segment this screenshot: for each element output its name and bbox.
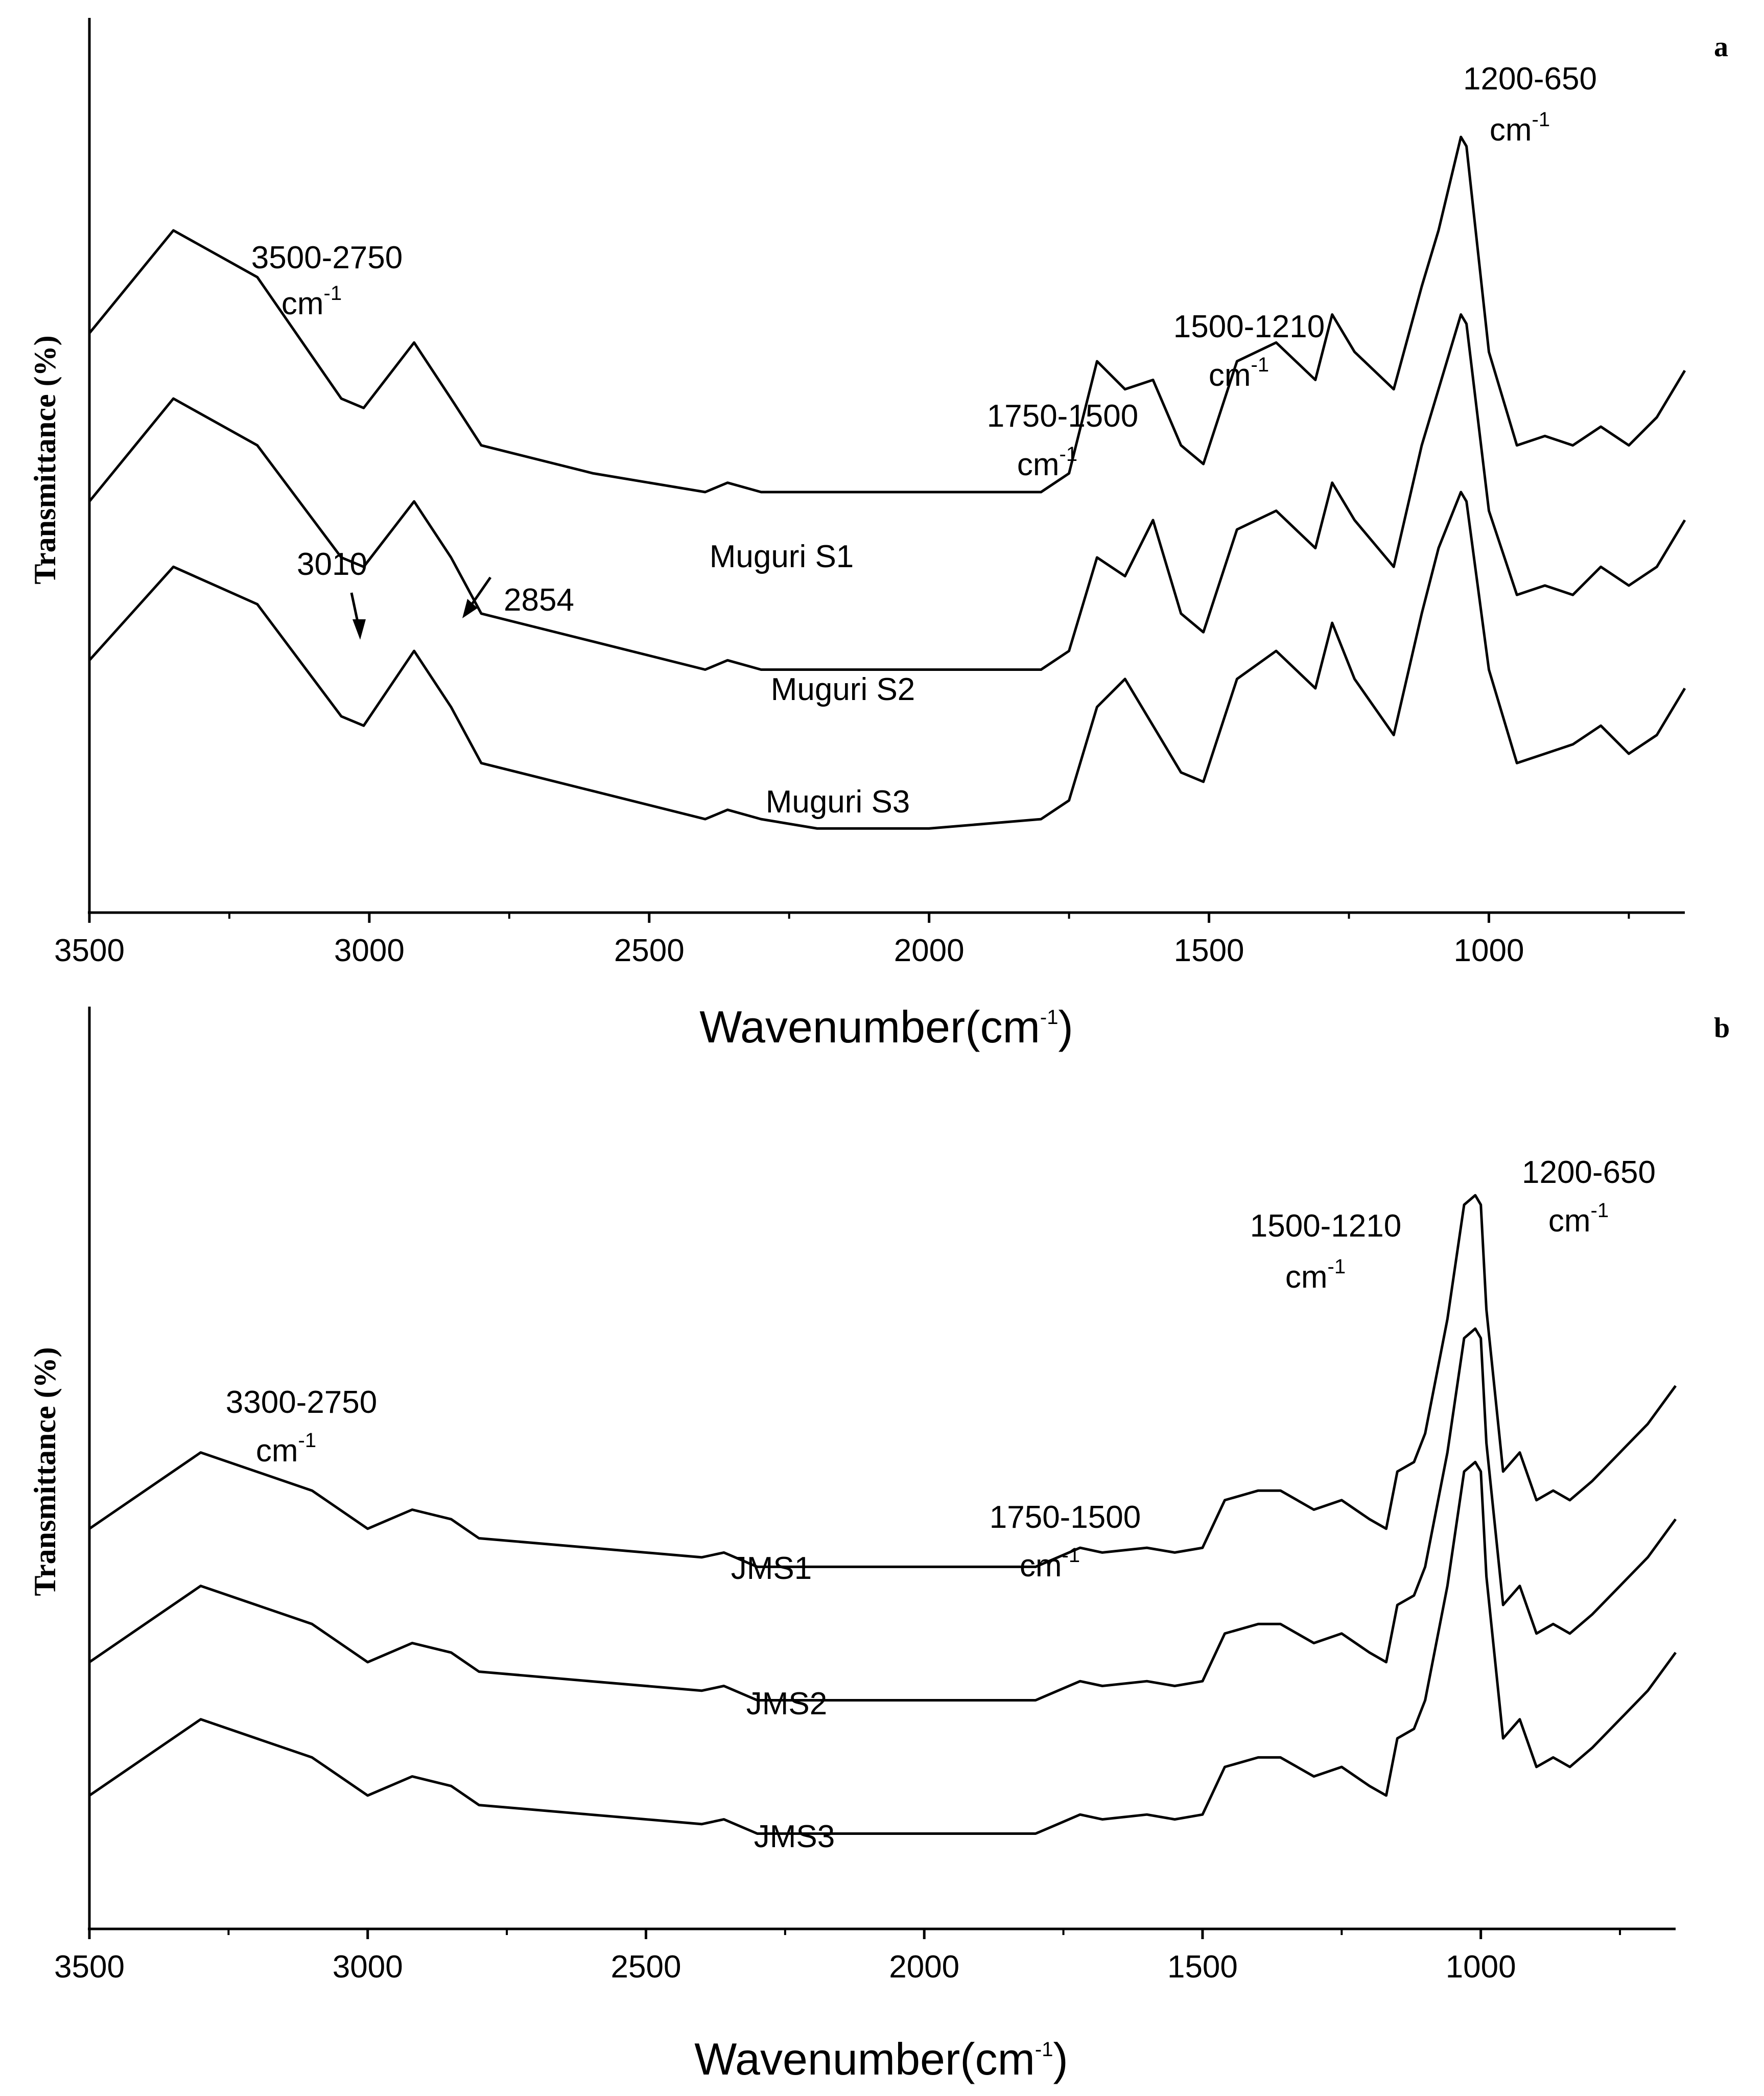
arrow-3010-head bbox=[352, 619, 366, 640]
svg-text:2854: 2854 bbox=[504, 583, 574, 618]
panel-b: 3500 3000 2500 2000 1500 1000 b Transmittance… bbox=[28, 1007, 1730, 2084]
annotation-range: 1500-1210 bbox=[1250, 1208, 1402, 1244]
panel-a-annotation-3010: 3010 bbox=[297, 547, 367, 640]
panel-b-ticks: 3500 3000 2500 2000 1500 1000 bbox=[54, 1929, 1621, 1985]
svg-text:cm-1: cm-1 bbox=[1017, 443, 1077, 482]
svg-text:cm-1: cm-1 bbox=[256, 1429, 316, 1469]
svg-text:cm-1: cm-1 bbox=[281, 282, 342, 321]
panel-b-annotation-1750-1500: 1750-1500 cm-1 bbox=[990, 1500, 1141, 1583]
series-line-jms3 bbox=[88, 1460, 1677, 1835]
x-tick-label: 3500 bbox=[54, 1949, 125, 1985]
svg-text:cm-1: cm-1 bbox=[1490, 108, 1550, 148]
x-tick-label: 3000 bbox=[333, 1949, 403, 1985]
panel-a: 3500 3000 2500 2000 1500 1000 a Transmittance… bbox=[28, 18, 1728, 1052]
annotation-range: 3300-2750 bbox=[226, 1385, 378, 1420]
x-tick-label: 3500 bbox=[54, 933, 125, 968]
x-tick-label: 1000 bbox=[1454, 933, 1524, 968]
panel-a-ticks: 3500 3000 2500 2000 1500 1000 bbox=[54, 913, 1630, 968]
panel-a-y-label: Transmittance (%) bbox=[28, 335, 62, 584]
series-line-muguri-s1 bbox=[88, 135, 1686, 494]
series-label-muguri-s1: Muguri S1 bbox=[710, 539, 854, 574]
svg-text:3010: 3010 bbox=[297, 547, 367, 582]
annotation-range: 1750-1500 bbox=[990, 1500, 1141, 1535]
svg-text:cm-1: cm-1 bbox=[1209, 354, 1269, 393]
panel-a-annotation-1200-650: 1200-650 cm-1 bbox=[1463, 61, 1597, 148]
annotation-range: 1500-1210 bbox=[1173, 309, 1325, 344]
panel-a-series-group bbox=[88, 135, 1686, 830]
series-label-jms2: JMS2 bbox=[746, 1686, 827, 1721]
panel-b-series-group bbox=[88, 1194, 1677, 1835]
series-line-jms1 bbox=[88, 1194, 1677, 1568]
panel-b-y-label: Transmittance (%) bbox=[28, 1347, 62, 1596]
panel-a-x-label: Wavenumber(cm-1) bbox=[699, 1002, 1073, 1052]
panel-a-letter: a bbox=[1714, 31, 1728, 63]
svg-text:cm-1: cm-1 bbox=[1285, 1255, 1346, 1295]
x-tick-label: 1500 bbox=[1167, 1949, 1238, 1985]
x-tick-label: 2500 bbox=[614, 933, 685, 968]
series-label-muguri-s2: Muguri S2 bbox=[771, 672, 915, 707]
arrow-2854-head bbox=[462, 599, 478, 618]
series-label-muguri-s3: Muguri S3 bbox=[766, 784, 910, 820]
x-tick-label: 2000 bbox=[889, 1949, 959, 1985]
panel-b-x-label: Wavenumber(cm-1) bbox=[694, 2034, 1068, 2084]
series-line-muguri-s2 bbox=[88, 313, 1686, 671]
series-label-jms1: JMS1 bbox=[731, 1551, 812, 1586]
panel-b-annotation-1500-1210: 1500-1210 cm-1 bbox=[1250, 1208, 1402, 1295]
annotation-range: 1200-650 bbox=[1463, 61, 1597, 97]
x-tick-label: 1000 bbox=[1446, 1949, 1516, 1985]
series-label-jms3: JMS3 bbox=[754, 1819, 835, 1854]
svg-text:cm-1: cm-1 bbox=[1020, 1544, 1080, 1583]
x-tick-label: 2000 bbox=[894, 933, 965, 968]
panel-a-annotation-3500-2750: 3500-2750 cm-1 bbox=[251, 240, 403, 321]
panel-b-annotation-3300-2750: 3300-2750 cm-1 bbox=[226, 1385, 378, 1469]
series-line-muguri-s3 bbox=[88, 491, 1686, 830]
panel-a-annotation-1750-1500: 1750-1500 cm-1 bbox=[987, 399, 1139, 482]
svg-text:cm-1: cm-1 bbox=[1548, 1199, 1609, 1239]
panel-b-annotation-1200-650: 1200-650 cm-1 bbox=[1522, 1155, 1656, 1239]
annotation-range: 3500-2750 bbox=[251, 240, 403, 275]
panel-a-annotation-1500-1210: 1500-1210 cm-1 bbox=[1173, 309, 1325, 393]
annotation-range: 1750-1500 bbox=[987, 399, 1139, 434]
panel-a-annotation-2854: 2854 bbox=[462, 576, 574, 618]
series-line-jms2 bbox=[88, 1327, 1677, 1702]
panel-b-letter: b bbox=[1714, 1012, 1730, 1044]
x-tick-label: 3000 bbox=[334, 933, 405, 968]
annotation-range: 1200-650 bbox=[1522, 1155, 1656, 1190]
x-tick-label: 2500 bbox=[611, 1949, 681, 1985]
x-tick-label: 1500 bbox=[1174, 933, 1244, 968]
